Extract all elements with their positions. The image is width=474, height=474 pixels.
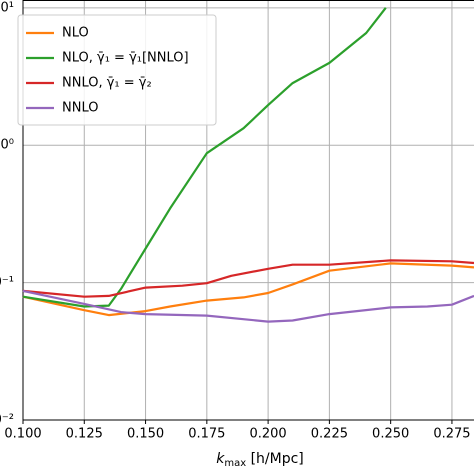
legend: NLO NLO, γ̄₁ = γ̄₁[NNLO] NNLO, γ̄₁ = γ̄₂ NN… <box>17 14 217 126</box>
y-tick-label: 10¹ <box>0 0 14 15</box>
x-tick-label: 0.250 <box>372 427 409 442</box>
series-line <box>22 289 474 323</box>
x-tick-label: 0.150 <box>127 427 164 442</box>
series-line <box>22 7 387 308</box>
series-line <box>22 259 474 298</box>
legend-label: NNLO <box>62 101 98 116</box>
x-tick-label: 0.200 <box>249 427 286 442</box>
x-tick-label: 0.175 <box>188 427 225 442</box>
x-label-rest: [h/Mpc] <box>246 451 304 467</box>
x-label-sub: max <box>224 458 246 469</box>
x-label-main: k <box>216 451 225 467</box>
x-tick-label: 0.225 <box>311 427 348 442</box>
y-tick-label: 10⁻¹ <box>0 275 14 290</box>
legend-label: NLO, γ̄₁ = γ̄₁[NNLO] <box>62 51 189 66</box>
x-tick-label: 0.100 <box>4 427 41 442</box>
x-axis-label: kmax [h/Mpc] <box>216 451 304 469</box>
y-tick-label: 10⁰ <box>0 138 14 153</box>
x-tick-label: 0.275 <box>433 427 470 442</box>
series-line <box>22 262 474 317</box>
x-tick-label: 0.125 <box>66 427 103 442</box>
legend-label: NLO <box>62 26 89 41</box>
y-tick-label: 10⁻² <box>0 413 14 428</box>
legend-box <box>17 14 217 126</box>
legend-label: NNLO, γ̄₁ = γ̄₂ <box>62 76 152 91</box>
